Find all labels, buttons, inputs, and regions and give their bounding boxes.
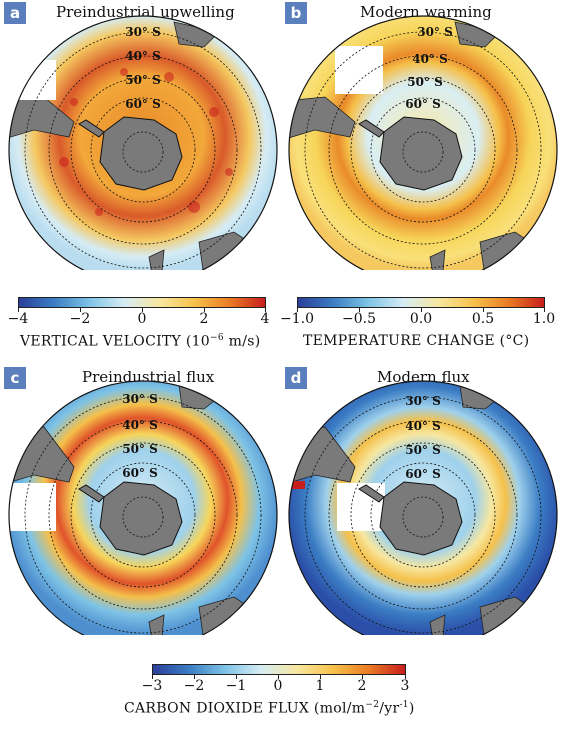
panel-title: Modern flux (377, 368, 470, 386)
colorbar-velocity: −4 −2 0 2 4 VERTICAL VELOCITY (10−6 m/s) (8, 297, 269, 351)
polar-map-modern-flux (288, 380, 558, 635)
panel-letter: a (4, 2, 26, 24)
antarctica-land (99, 116, 183, 191)
antarctica-land (99, 481, 183, 556)
latitude-label-40: 40° S (405, 419, 441, 433)
tick-label: −1 (225, 678, 247, 694)
antarctic-peninsula (78, 119, 105, 138)
latitude-label-40: 40° S (412, 52, 448, 66)
masked-region (335, 46, 383, 94)
panel-b: b Modern warming (285, 2, 561, 270)
latitude-label-40: 40° S (122, 418, 158, 432)
panel-d: d Modern flux (285, 367, 561, 635)
tick-label: −0.5 (342, 311, 376, 327)
tick-label: −4 (7, 311, 29, 327)
tick-label: 0.5 (471, 311, 495, 327)
tick-label: −2 (69, 311, 91, 327)
panel-title: Preindustrial upwelling (56, 3, 235, 21)
panel-letter: d (285, 367, 307, 389)
pole-circle (402, 131, 444, 173)
panel-letter: c (4, 367, 26, 389)
latitude-label-60: 60° S (125, 97, 161, 111)
tick-label: 0 (137, 311, 147, 327)
panel-letter: b (285, 2, 307, 24)
tick-label: 2 (357, 678, 367, 694)
panel-title: Preindustrial flux (82, 368, 215, 386)
polar-map-upwelling (8, 15, 278, 270)
map-boundary (288, 380, 558, 635)
polar-map-preindustrial-flux (8, 380, 278, 635)
pole-circle (402, 496, 444, 538)
antarctic-peninsula (358, 484, 385, 503)
pole-circle (122, 496, 164, 538)
latitude-label-30: 30° S (125, 25, 161, 39)
latitude-label-30: 30° S (122, 392, 158, 406)
masked-region (14, 60, 56, 100)
latitude-circles (24, 31, 262, 269)
panel-a: a Preindustrial upwelling (4, 2, 280, 270)
latitude-label-50: 50° S (405, 443, 441, 457)
latitude-label-30: 30° S (417, 25, 453, 39)
noise-speckle (59, 68, 233, 216)
antarctica-land (379, 116, 463, 191)
latitude-circles (304, 396, 542, 634)
tick-label: 2 (199, 311, 209, 327)
tick-label: 1 (315, 678, 325, 694)
latitude-label-60: 60° S (405, 97, 441, 111)
panel-title: Modern warming (360, 3, 492, 21)
latitude-label-50: 50° S (122, 442, 158, 456)
tick-label: −3 (141, 678, 163, 694)
antarctica-land (379, 481, 463, 556)
latitude-label-60: 60° S (122, 466, 158, 480)
polar-map-warming (288, 15, 558, 270)
colorbar-title: TEMPERATURE CHANGE (°C) (303, 333, 530, 349)
colorbar-title: VERTICAL VELOCITY (10−6 m/s) (20, 333, 261, 350)
latitude-label-50: 50° S (125, 73, 161, 87)
colorbar-title: CARBON DIOXIDE FLUX (mol/m−2/yr-1) (124, 700, 415, 717)
new-zealand-land (148, 614, 165, 635)
colorbar-flux: −3 −2 −1 0 1 2 3 CARBON DIOXIDE FLUX (mo… (124, 664, 414, 724)
new-zealand-land (148, 249, 165, 270)
colorbar-gradient (152, 664, 406, 675)
tick-label: −2 (183, 678, 205, 694)
latitude-circles (304, 31, 542, 269)
pole-circle (122, 131, 164, 173)
new-zealand-land (429, 614, 446, 635)
tick-label: 0 (273, 678, 283, 694)
tick-label: 3 (400, 678, 410, 694)
map-boundary (288, 15, 558, 270)
latitude-circles (24, 396, 262, 634)
colorbar-temperature: −1.0 −0.5 0.0 0.5 1.0 TEMPERATURE CHANGE… (280, 297, 555, 351)
tick-label: 0.0 (409, 311, 433, 327)
map-boundary (8, 380, 278, 635)
new-zealand-land (429, 249, 446, 270)
masked-region (9, 483, 56, 531)
map-boundary (8, 15, 278, 270)
latitude-label-30: 30° S (405, 394, 441, 408)
antarctic-peninsula (78, 484, 105, 503)
tick-label: 1.0 (532, 311, 556, 327)
tick-label: −1.0 (280, 311, 314, 327)
tick-label: 4 (260, 311, 270, 327)
latitude-label-60: 60° S (405, 467, 441, 481)
latitude-label-40: 40° S (125, 49, 161, 63)
latitude-label-50: 50° S (407, 75, 443, 89)
antarctic-peninsula (358, 119, 385, 138)
panel-c: c Preindustrial flux (4, 367, 280, 635)
high-flux-spot (289, 481, 305, 489)
